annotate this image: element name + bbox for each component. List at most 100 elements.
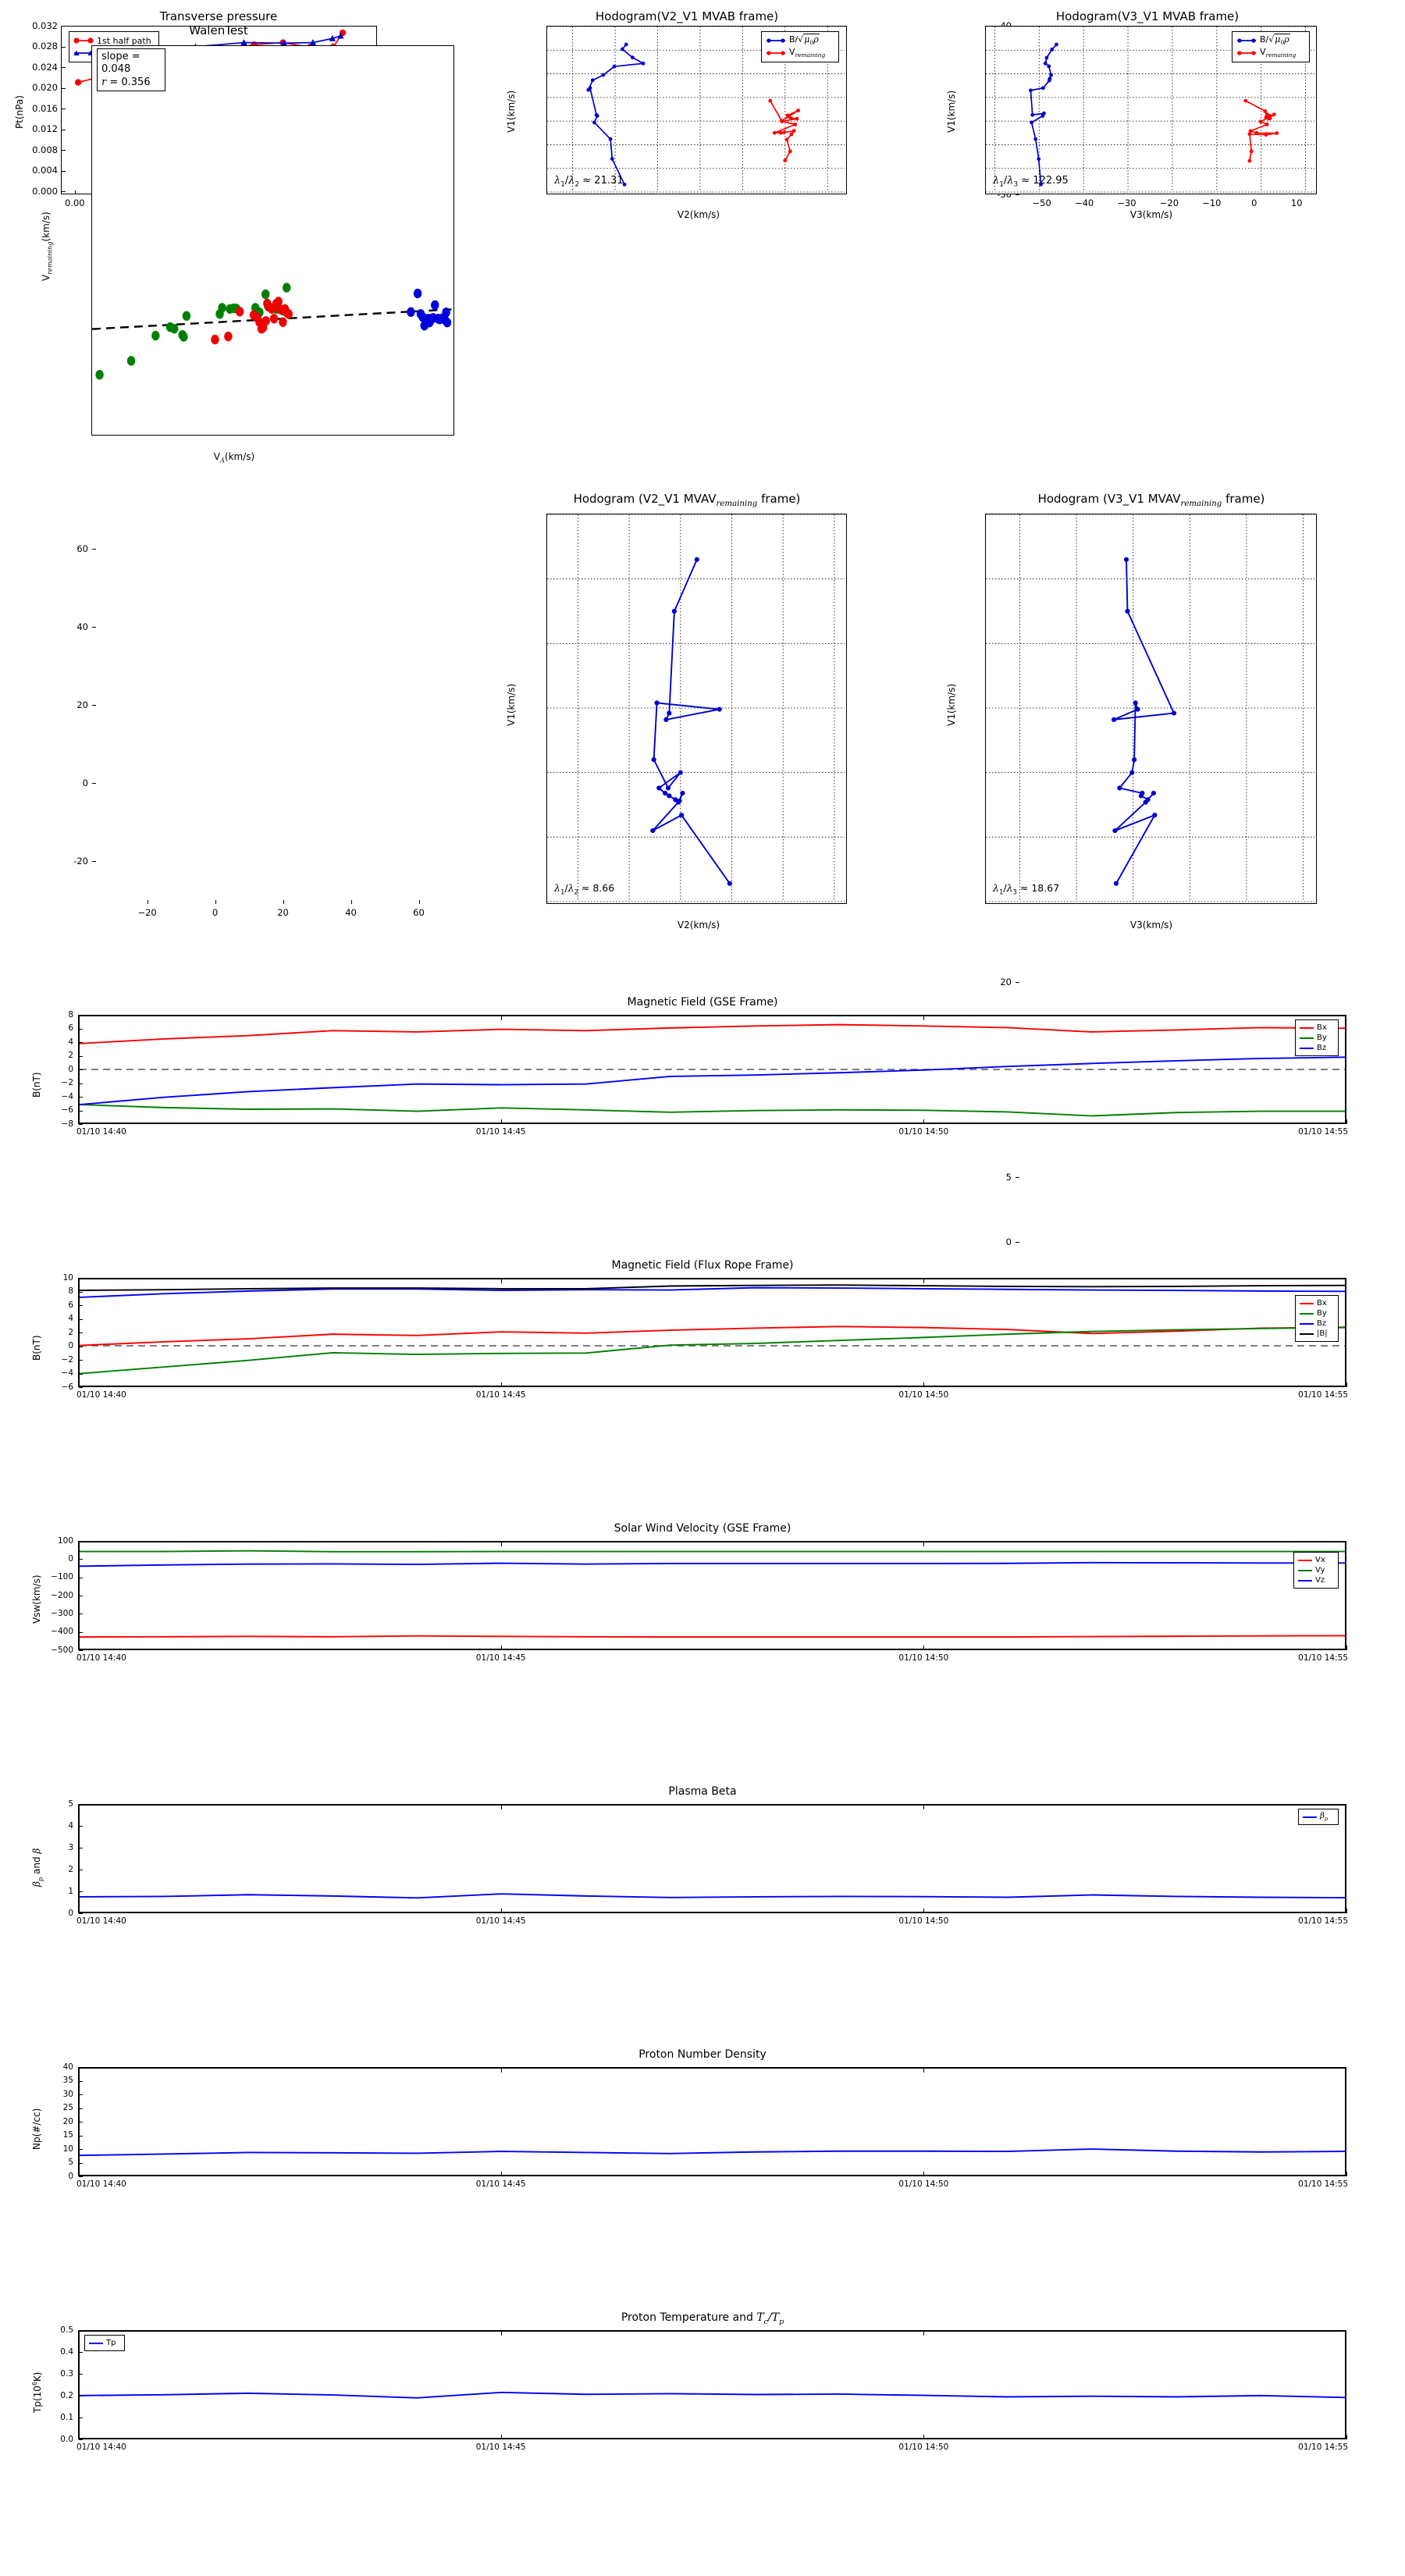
legend-color-swatch — [1300, 1312, 1314, 1315]
y-tick-label: −4 — [61, 1091, 73, 1101]
legend-color-swatch — [1303, 1816, 1317, 1818]
panel-plasma-beta: Plasma Beta βp and β 0 1 2 3 4 5 01/10 14:40 01/1… — [0, 1779, 1405, 1943]
legend-item: Tp — [89, 2338, 120, 2348]
x-tick-label: 40 — [345, 907, 357, 918]
y-tick-label: 0.016 — [32, 102, 58, 114]
x-tick-mark — [923, 2331, 925, 2336]
x-tick-label: 01/10 14:40 — [76, 1390, 126, 1400]
red-line-marker-icon — [766, 48, 786, 58]
x-tick-label: 01/10 14:55 — [1298, 2443, 1348, 2452]
panel-title: Proton Temperature and Tc/Tp — [621, 2311, 784, 2326]
y-tick-label: 60 — [76, 543, 88, 554]
y-tick-label: 3 — [68, 1842, 73, 1852]
blue-line-marker-icon — [1236, 36, 1257, 45]
x-tick-mark — [500, 1016, 502, 1020]
x-tick-mark — [350, 900, 352, 904]
x-tick-label: −30 — [1117, 197, 1136, 208]
y-tick-mark — [79, 1387, 83, 1388]
y-tick-label: 0.032 — [32, 20, 58, 31]
x-tick-mark — [923, 2068, 925, 2073]
legend-color-swatch — [1298, 1579, 1312, 1582]
panel-title: Magnetic Field (Flux Rope Frame) — [611, 1259, 794, 1272]
x-tick-label: −50 — [1032, 197, 1051, 208]
y-tick-label: 40 — [62, 2062, 73, 2072]
legend-item: Vy — [1298, 1565, 1334, 1575]
x-tick-mark — [78, 2172, 79, 2176]
eigenvalue-ratio-annotation: λ1/λ2 ≈ 8.66 — [554, 882, 615, 897]
y-tick-label: −300 — [51, 1608, 73, 1618]
x-tick-mark — [923, 2435, 925, 2439]
hodogram-v3v1-mvab-plot — [986, 26, 1314, 193]
y-tick-mark — [79, 2352, 83, 2353]
y-tick-mark — [62, 150, 66, 151]
x-tick-label: −10 — [1202, 197, 1222, 208]
x-tick-label: 0 — [212, 907, 219, 918]
legend-color-swatch — [1300, 1047, 1314, 1049]
y-tick-mark — [62, 46, 66, 48]
y-tick-mark — [62, 67, 66, 68]
x-tick-label: 01/10 14:40 — [76, 2179, 126, 2189]
y-tick-mark — [79, 1291, 83, 1293]
y-tick-mark — [79, 1332, 83, 1333]
y-tick-mark — [79, 2067, 83, 2068]
y-tick-label: 0 — [1005, 1236, 1012, 1248]
y-tick-label: 2 — [68, 1051, 73, 1060]
y-tick-label: 0 — [68, 1908, 73, 1918]
x-tick-label: 60 — [413, 907, 425, 918]
y-tick-mark — [1016, 1177, 1019, 1178]
y-tick-mark — [79, 2330, 83, 2331]
y-tick-label: 15 — [62, 2130, 73, 2140]
x-tick-mark — [78, 1119, 79, 1124]
y-axis-label: V1(km/s) — [946, 90, 957, 133]
y-tick-label: 0.3 — [60, 2368, 73, 2379]
b_gse-plot — [79, 1023, 1346, 1117]
panel-title: WalenTest — [189, 23, 248, 37]
x-tick-label: 0 — [1251, 197, 1257, 208]
panel-b-fluxrope: Magnetic Field (Flux Rope Frame) B(nT) −6−… — [0, 1253, 1405, 1417]
legend-label: Vy — [1315, 1566, 1325, 1574]
y-tick-label: 25 — [62, 2103, 73, 2112]
x-tick-label: 0.00 — [65, 197, 85, 208]
x-tick-mark — [923, 1542, 925, 1546]
legend-label: Vx — [1315, 1556, 1325, 1564]
x-tick-label: 01/10 14:45 — [475, 2443, 526, 2452]
y-tick-mark — [1016, 982, 1019, 983]
y-axis-label: Vremaining(km/s) — [41, 212, 54, 281]
y-tick-label: 0.012 — [32, 123, 58, 135]
panel-hodogram-v2v1-mvab: Hodogram(V2_V1 MVAB frame) B/√μ0ρ Vremai… — [468, 0, 1303, 226]
x-tick-label: 20 — [277, 907, 289, 918]
hodogram-v2v1-mvav-plot — [547, 514, 845, 902]
y-tick-label: -20 — [73, 855, 88, 866]
y-tick-label: 100 — [57, 1535, 73, 1546]
panel-title: Hodogram(V2_V1 MVAB frame) — [595, 9, 779, 23]
legend-label: Bx — [1317, 1299, 1327, 1308]
x-tick-label: 01/10 14:40 — [76, 1127, 126, 1137]
legend-color-swatch — [1300, 1322, 1314, 1325]
plasma_beta-plot — [79, 1893, 1346, 1899]
legend-color-swatch — [89, 2342, 103, 2344]
x-tick-mark — [500, 1542, 502, 1546]
legend-color-swatch — [1300, 1302, 1314, 1304]
plot-area — [78, 2330, 1346, 2439]
y-tick-label: 0.024 — [32, 61, 58, 73]
y-tick-label: 0.2 — [60, 2390, 73, 2400]
np-plot — [79, 2148, 1346, 2157]
x-tick-mark — [78, 1646, 79, 1650]
x-tick-mark — [923, 1119, 925, 1124]
x-tick-mark — [1346, 1119, 1347, 1124]
panel-np: Proton Number Density Np(#/cc) 0 5 10 15 20 25 3… — [0, 2042, 1405, 2206]
legend-label: B/√μ0ρ — [1260, 34, 1290, 47]
y-tick-label: 20 — [76, 699, 88, 710]
x-axis-label: V2(km/s) — [677, 209, 720, 220]
x-tick-label: 01/10 14:50 — [898, 1653, 949, 1663]
x-tick-label: 01/10 14:45 — [475, 2179, 526, 2189]
y-tick-label: −100 — [51, 1572, 73, 1582]
x-tick-label: 01/10 14:45 — [475, 1916, 526, 1926]
panel-hodogram-v3v1-mvav: Hodogram (V3_V1 MVAVremaining frame) λ1/… — [937, 468, 1405, 930]
legend-item: Bx — [1300, 1023, 1334, 1033]
y-tick-label: 0 — [68, 2171, 73, 2181]
fit-statistics-box: slope = 0.048 r = 0.356 — [97, 48, 165, 91]
x-tick-mark — [78, 1909, 79, 1913]
legend: Bx By Bz — [1295, 1019, 1339, 1056]
x-tick-mark — [78, 1382, 79, 1387]
